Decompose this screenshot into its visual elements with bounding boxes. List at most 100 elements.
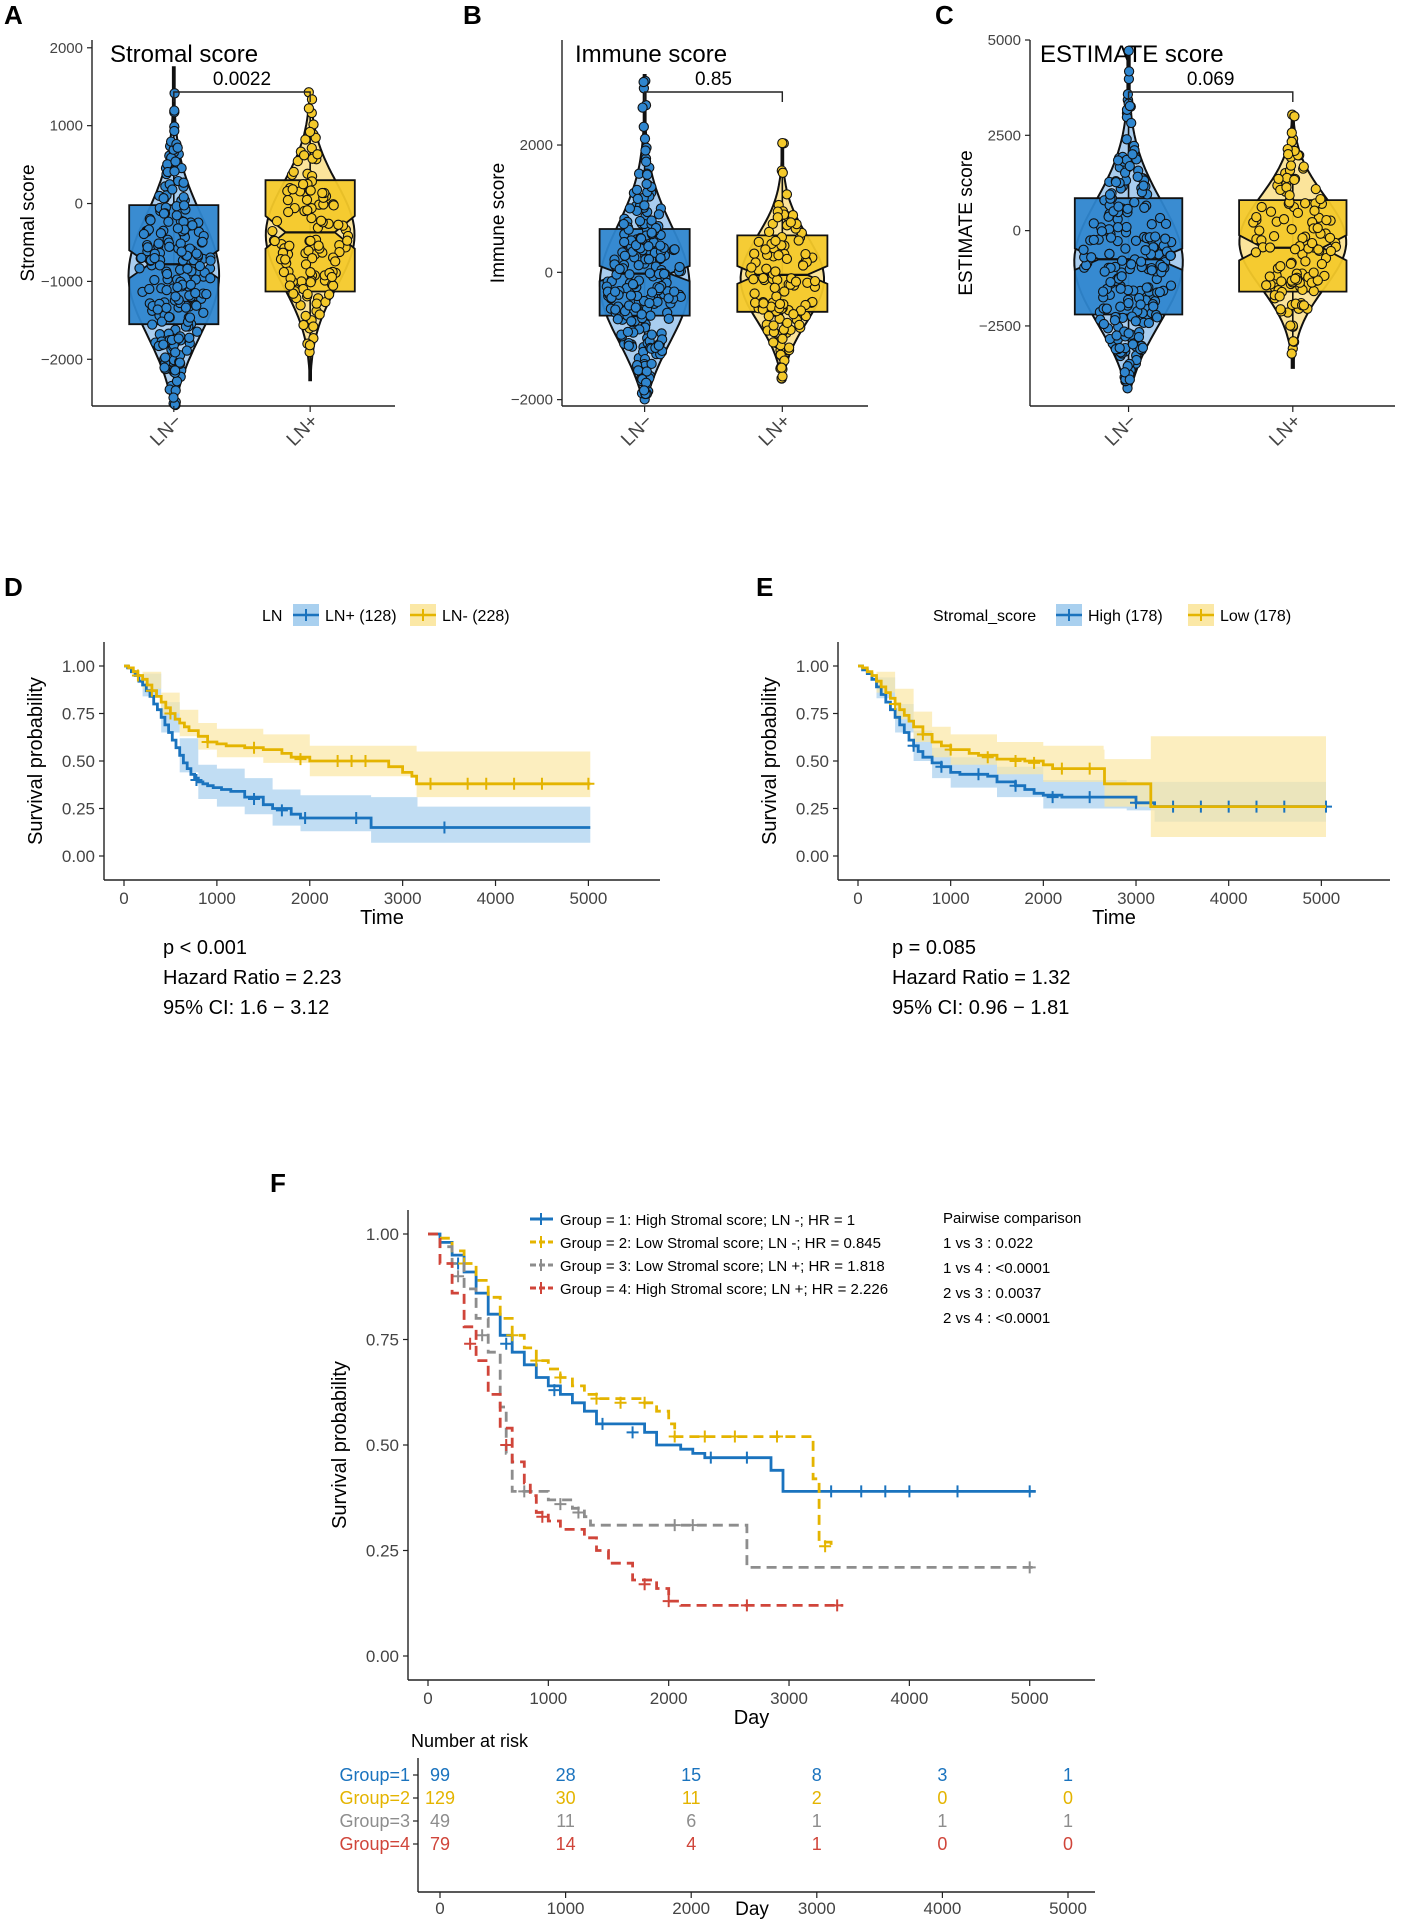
data-point (191, 248, 202, 259)
data-point (1324, 232, 1336, 244)
risk-value: 8 (812, 1765, 822, 1785)
data-point (1116, 271, 1127, 282)
x-tick-label: 1000 (529, 1689, 567, 1708)
data-point (746, 262, 757, 273)
data-point (1286, 127, 1297, 138)
data-point (1126, 259, 1137, 270)
x-tick-label: LN− (617, 411, 657, 451)
data-point (305, 267, 316, 278)
data-point (1300, 256, 1311, 267)
risk-value: 0 (1063, 1834, 1073, 1854)
data-point (618, 218, 629, 230)
data-point (758, 272, 769, 284)
data-point (315, 215, 327, 226)
censor-mark (275, 804, 288, 817)
data-point (1288, 336, 1299, 347)
data-point (182, 263, 193, 274)
data-point (639, 133, 651, 144)
legend-label: Group = 2: Low Stromal score; LN -; HR =… (560, 1235, 881, 1252)
censor-mark (131, 669, 144, 682)
censor-mark (294, 753, 307, 766)
censor-mark (530, 1354, 543, 1367)
censor-mark (626, 1426, 639, 1439)
data-point (1251, 211, 1262, 223)
data-point (644, 268, 656, 279)
p-value-label: 0.85 (695, 69, 732, 90)
significance-bracket (173, 91, 311, 102)
risk-value: 1 (1063, 1811, 1073, 1831)
data-point (284, 240, 295, 251)
data-point (763, 226, 775, 238)
y-tick-label: 0.00 (62, 847, 95, 866)
data-point (278, 266, 290, 278)
risk-value: 3 (937, 1765, 947, 1785)
censor-mark (614, 1396, 627, 1409)
data-point (167, 184, 178, 195)
data-point (172, 281, 183, 293)
data-point (1111, 330, 1122, 341)
censor-mark (190, 774, 203, 786)
data-point (191, 300, 202, 311)
data-point (1316, 258, 1328, 270)
data-point (632, 193, 643, 205)
data-point (136, 252, 147, 264)
censor-mark (476, 1329, 489, 1342)
data-point (184, 312, 196, 323)
data-point (169, 166, 180, 177)
censor-mark (855, 1485, 868, 1498)
data-point (1129, 197, 1140, 208)
y-tick-label: 2500 (988, 127, 1021, 144)
data-point (301, 194, 313, 206)
risk-value: 14 (556, 1834, 576, 1854)
data-point (1104, 248, 1115, 260)
censor-mark (668, 1430, 681, 1443)
censor-mark (582, 777, 595, 790)
risk-value: 1 (1063, 1765, 1073, 1785)
data-point (161, 284, 172, 296)
y-tick-label: 0 (545, 264, 553, 281)
survival-curve (428, 1232, 833, 1547)
data-point (333, 219, 344, 230)
y-tick-label: 0.25 (62, 800, 95, 819)
censor-mark (825, 1485, 838, 1498)
y-tick-label: 1.00 (62, 657, 95, 676)
data-point (749, 248, 760, 259)
data-point (1123, 45, 1134, 56)
risk-value: 0 (1063, 1788, 1073, 1808)
data-point (782, 317, 793, 329)
data-point (172, 142, 183, 153)
data-point (1141, 282, 1152, 293)
data-point (1160, 218, 1172, 230)
data-point (190, 287, 201, 299)
data-point (1112, 155, 1124, 166)
data-point (646, 287, 658, 298)
data-point (1112, 222, 1124, 233)
data-point (305, 277, 316, 288)
data-point (633, 365, 644, 376)
y-axis-label: Survival probability (329, 1361, 351, 1529)
data-point (1289, 174, 1300, 186)
censor-mark (704, 1451, 717, 1464)
data-point (635, 233, 647, 244)
data-point (170, 156, 181, 167)
censor-mark (916, 728, 929, 741)
data-point (304, 126, 316, 138)
data-point (198, 307, 209, 318)
y-tick-label: 0.50 (796, 752, 829, 771)
data-point (184, 332, 195, 343)
data-point (1137, 342, 1149, 353)
data-point (1306, 237, 1318, 249)
significance-bracket (1127, 91, 1294, 102)
risk-value: 79 (430, 1834, 450, 1854)
data-point (169, 105, 180, 116)
censor-mark (248, 793, 261, 805)
censor-mark (345, 755, 358, 767)
data-point (298, 150, 310, 161)
pairwise-entry: 2 vs 4 : <0.0001 (943, 1310, 1050, 1327)
data-point (646, 358, 657, 370)
censor-mark (1009, 755, 1022, 767)
data-point (1096, 226, 1108, 237)
data-point (168, 392, 179, 403)
panel-letter-f: F (270, 1168, 286, 1198)
data-point (181, 345, 193, 356)
